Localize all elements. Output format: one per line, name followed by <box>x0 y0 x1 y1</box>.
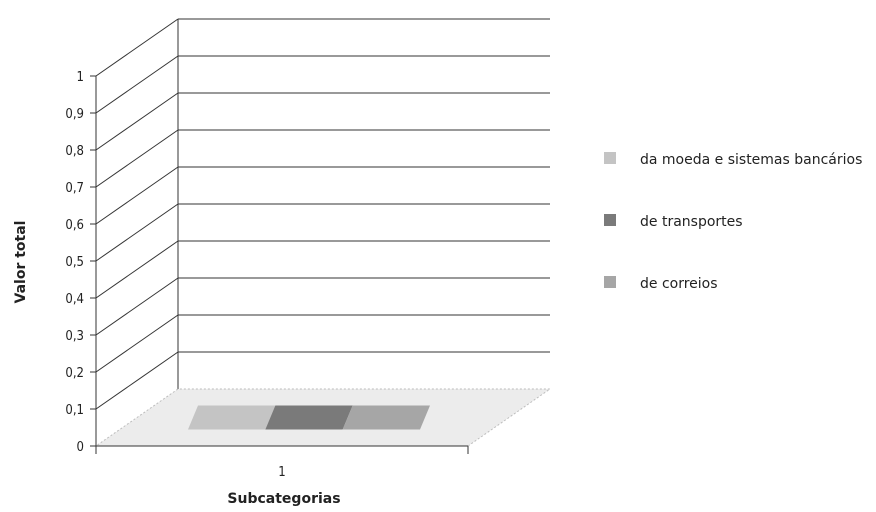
y-tick-label: 0 <box>77 440 84 455</box>
x-axis: 1 <box>95 445 469 480</box>
legend-item: de transportes <box>604 214 743 230</box>
y-tick-label: 1 <box>77 70 84 85</box>
y-tick-label: 0,4 <box>65 292 84 307</box>
legend-label: de transportes <box>640 214 743 230</box>
y-tick-label: 0,5 <box>65 255 84 270</box>
gridline-side <box>95 18 179 77</box>
gridline-side <box>95 277 179 336</box>
gridline-side <box>95 314 179 373</box>
x-axis-title: Subcategorias <box>227 491 340 507</box>
gridline-side <box>95 129 179 188</box>
y-tick-label: 0,6 <box>65 218 84 233</box>
gridline-side <box>95 240 179 299</box>
y-tick-label: 0,8 <box>65 144 84 159</box>
legend-swatch <box>604 152 616 164</box>
y-tick-label: 0,9 <box>65 107 84 122</box>
legend: da moeda e sistemas bancários de transpor… <box>604 152 862 292</box>
gridline-side <box>95 92 179 151</box>
y-tick-label: 0,1 <box>65 403 84 418</box>
gridline-side <box>95 166 179 225</box>
y-tick-label: 0,7 <box>65 181 84 196</box>
y-tick-label: 0,3 <box>65 329 84 344</box>
gridline-side <box>95 351 179 410</box>
legend-label: da moeda e sistemas bancários <box>640 152 862 168</box>
legend-swatch <box>604 276 616 288</box>
bar <box>188 405 276 430</box>
bar <box>265 405 353 430</box>
legend-item: da moeda e sistemas bancários <box>604 152 862 168</box>
bars <box>188 405 430 430</box>
y-axis-title: Valor total <box>13 221 29 304</box>
x-tick-label: 1 <box>278 465 285 480</box>
y-axis: 0 0,1 0,2 0,3 0,4 0,5 0,6 0,7 0,8 0,9 1 <box>65 70 97 455</box>
legend-swatch <box>604 214 616 226</box>
y-tick-label: 0,2 <box>65 366 84 381</box>
bar <box>342 405 430 430</box>
legend-item: de correios <box>604 276 718 292</box>
gridline-side <box>95 55 179 114</box>
legend-label: de correios <box>640 276 718 292</box>
gridlines <box>95 18 550 410</box>
gridline-side <box>95 203 179 262</box>
